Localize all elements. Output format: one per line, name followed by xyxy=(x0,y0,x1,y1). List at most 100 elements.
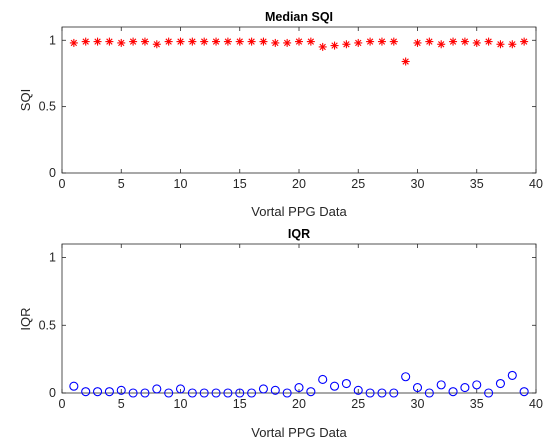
data-point xyxy=(69,38,78,47)
x-tick-label: 5 xyxy=(118,397,125,411)
y-axis-label: IQR xyxy=(18,307,33,330)
data-series xyxy=(69,37,529,66)
data-point xyxy=(413,38,422,47)
data-point xyxy=(401,57,410,66)
data-point xyxy=(93,37,102,46)
data-point xyxy=(235,388,245,398)
data-point xyxy=(104,387,114,397)
x-tick-label: 0 xyxy=(59,177,66,191)
data-point xyxy=(496,40,505,49)
data-series xyxy=(69,370,529,398)
data-point xyxy=(270,385,280,395)
data-point xyxy=(507,370,517,380)
y-axis-label: SQI xyxy=(18,89,33,111)
data-point xyxy=(460,383,470,393)
y-tick-label: 1 xyxy=(49,33,56,47)
data-point xyxy=(199,388,209,398)
data-point xyxy=(283,38,292,47)
data-point xyxy=(437,40,446,49)
data-point xyxy=(211,388,221,398)
data-point xyxy=(140,388,150,398)
data-point xyxy=(472,380,482,390)
data-point xyxy=(460,37,469,46)
x-axis-label: Vortal PPG Data xyxy=(251,204,347,219)
x-tick-label: 15 xyxy=(233,177,247,191)
data-point xyxy=(105,37,114,46)
data-point xyxy=(425,37,434,46)
data-point xyxy=(175,384,186,394)
data-point xyxy=(449,37,458,46)
y-tick-label: 0.5 xyxy=(39,318,56,332)
x-axis-label: Vortal PPG Data xyxy=(251,425,347,440)
data-point xyxy=(81,387,91,397)
data-point xyxy=(69,381,79,391)
data-point xyxy=(495,378,506,389)
data-point xyxy=(366,37,375,46)
x-tick-label: 0 xyxy=(59,397,66,411)
data-point xyxy=(377,388,387,398)
x-tick-label: 20 xyxy=(292,397,306,411)
y-tick-label: 0 xyxy=(49,386,56,400)
data-point xyxy=(354,38,363,47)
data-point xyxy=(318,374,328,385)
x-tick-label: 40 xyxy=(529,177,543,191)
data-point xyxy=(212,37,221,46)
data-point xyxy=(152,40,161,49)
data-point xyxy=(330,41,339,50)
data-point xyxy=(484,388,494,398)
data-point xyxy=(436,380,446,390)
data-point xyxy=(200,37,209,46)
data-point xyxy=(448,387,458,397)
data-point xyxy=(424,388,434,398)
data-point xyxy=(235,37,244,46)
data-point xyxy=(484,37,493,46)
x-tick-label: 35 xyxy=(470,397,484,411)
data-point xyxy=(116,385,126,395)
x-tick-label: 25 xyxy=(351,177,365,191)
plot-area xyxy=(61,243,537,394)
data-point xyxy=(295,37,303,46)
y-tick-label: 0 xyxy=(49,166,56,180)
data-point xyxy=(223,388,233,398)
data-point xyxy=(223,37,232,46)
data-point xyxy=(81,37,90,46)
axis-ticks: 0 5 10 15 20 25 30 35 40 0 0.5 1 xyxy=(39,244,543,411)
data-point xyxy=(306,387,316,397)
data-point xyxy=(152,384,162,394)
data-point xyxy=(294,383,304,393)
chart-iqr: IQR Vortal PPG Data IQR 0 5 10 15 20 25 30 35 40… xyxy=(18,227,543,440)
data-point xyxy=(93,387,103,397)
data-point xyxy=(128,388,138,398)
data-point xyxy=(258,384,269,394)
x-tick-label: 35 xyxy=(470,177,484,191)
data-point xyxy=(140,37,149,46)
data-point xyxy=(389,37,398,46)
chart-title: Median SQI xyxy=(265,10,333,24)
data-point xyxy=(318,42,327,51)
x-tick-label: 15 xyxy=(233,397,247,411)
data-point xyxy=(188,37,197,46)
data-point xyxy=(342,40,351,49)
data-point xyxy=(176,37,185,46)
data-point xyxy=(187,388,197,398)
y-tick-label: 1 xyxy=(49,251,56,265)
x-tick-label: 30 xyxy=(411,397,425,411)
data-point xyxy=(389,388,399,398)
data-point xyxy=(306,37,315,46)
data-point xyxy=(341,378,351,389)
data-point xyxy=(401,372,411,382)
data-point xyxy=(519,387,529,397)
data-point xyxy=(247,388,257,398)
plot-area xyxy=(61,26,537,174)
data-point xyxy=(377,37,386,46)
x-tick-label: 25 xyxy=(351,397,365,411)
data-point xyxy=(129,37,138,46)
data-point xyxy=(508,40,517,49)
data-point xyxy=(259,37,268,46)
x-tick-label: 20 xyxy=(292,177,306,191)
x-tick-label: 40 xyxy=(529,397,543,411)
data-point xyxy=(412,383,423,393)
data-point xyxy=(282,388,292,398)
data-point xyxy=(520,37,529,46)
